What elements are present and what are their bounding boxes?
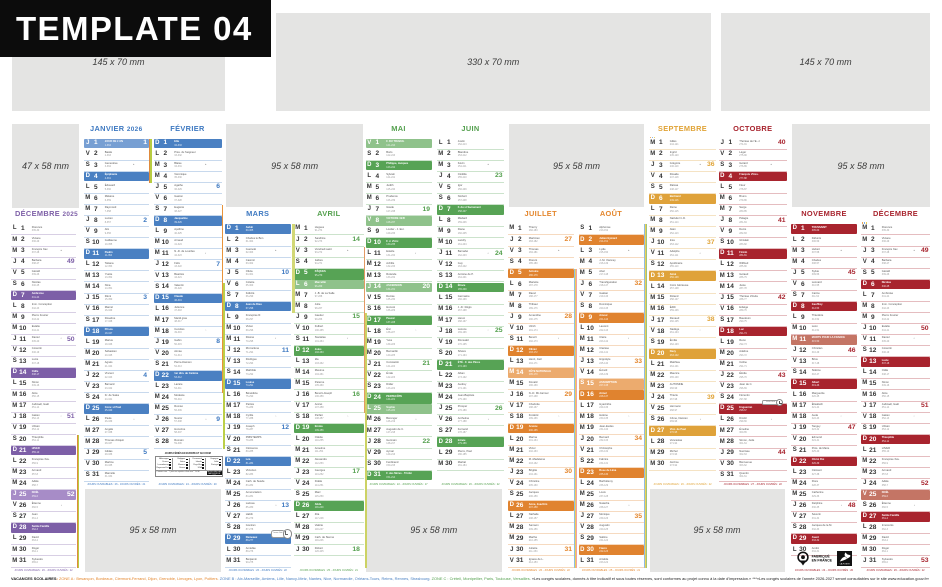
svg-text:EN FRANCE: EN FRANCE <box>812 558 832 562</box>
svg-text:LA POSTE: LA POSTE <box>839 563 850 566</box>
svg-text:FABRIQUÉ: FABRIQUÉ <box>812 553 831 558</box>
